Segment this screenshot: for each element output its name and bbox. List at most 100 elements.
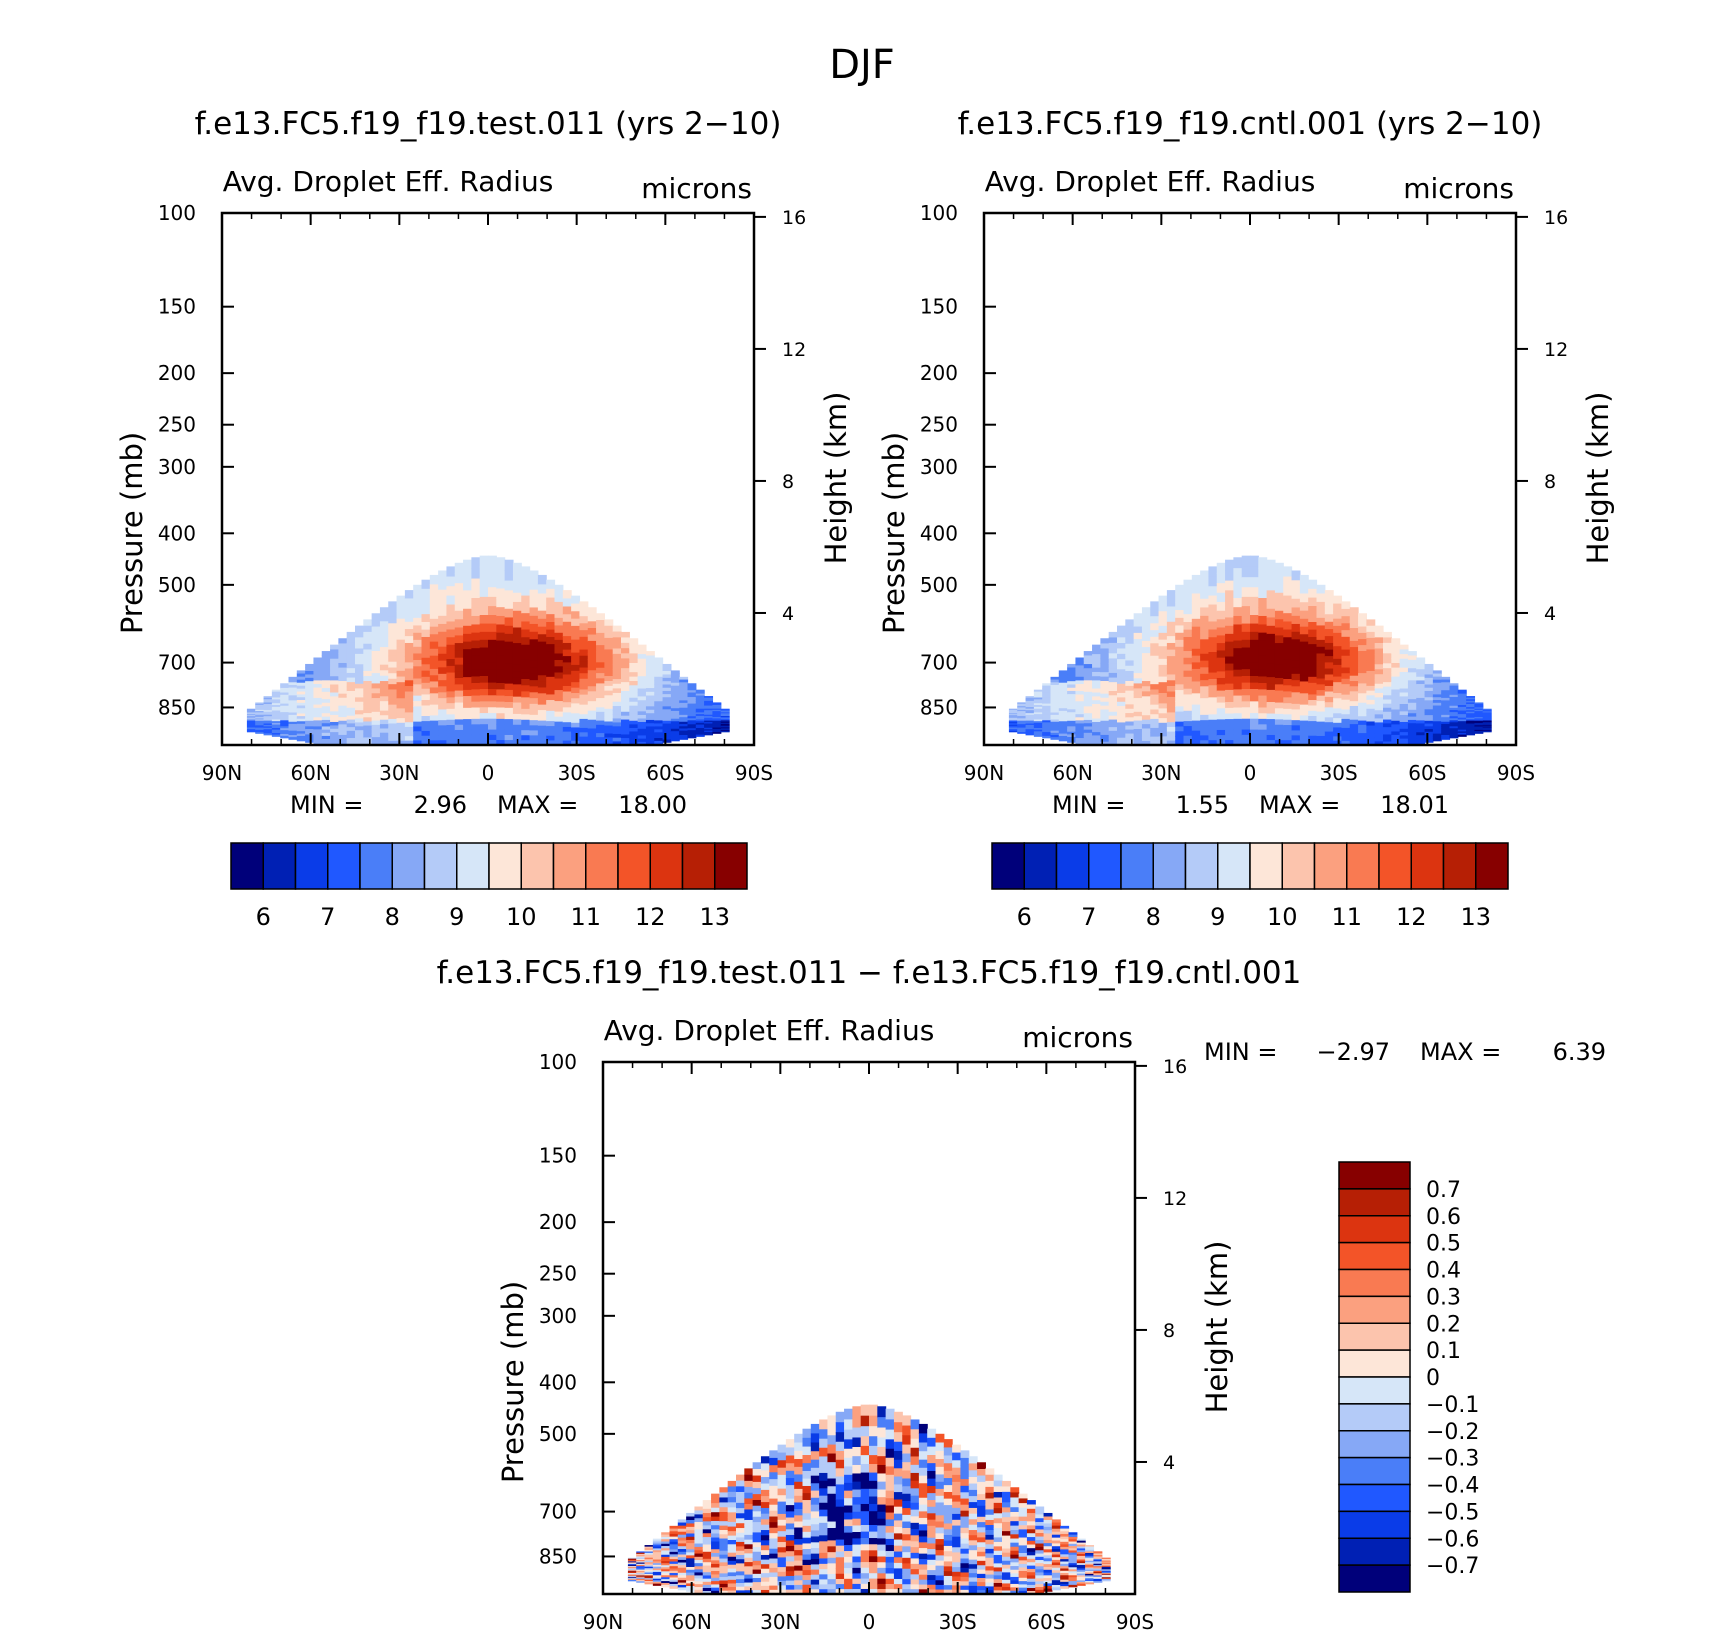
field-cell: [1233, 669, 1243, 678]
field-cell: [488, 577, 497, 588]
field-cell: [1308, 710, 1318, 717]
field-cell: [246, 726, 256, 729]
field-cell: [1308, 716, 1318, 722]
field-cell: [1108, 648, 1118, 654]
field-cell: [1008, 722, 1018, 724]
field-cell: [877, 1489, 887, 1498]
field-cell: [1026, 1548, 1036, 1553]
field-cell: [604, 676, 614, 682]
field-cell: [810, 1475, 820, 1484]
field-cell: [1482, 728, 1492, 730]
field-cell: [720, 721, 730, 723]
field-cell: [546, 588, 556, 599]
field-cell: [827, 1528, 837, 1535]
field-cell: [529, 673, 539, 681]
field-cell: [1308, 597, 1318, 607]
field-cell: [927, 1589, 937, 1595]
field-cell: [752, 1560, 762, 1566]
field-cell: [1076, 1555, 1086, 1559]
field-cell: [438, 580, 448, 591]
field-cell: [712, 720, 722, 723]
field-cell: [711, 1507, 720, 1513]
y-tick-label: 200: [158, 361, 196, 385]
field-cell: [1166, 606, 1176, 615]
field-cell: [396, 595, 406, 605]
field-cell: [346, 653, 356, 659]
field-cell: [727, 1568, 737, 1573]
field-cell: [1035, 1572, 1045, 1577]
field-cell: [546, 682, 556, 690]
field-cell: [488, 734, 497, 741]
field-cell: [704, 726, 714, 729]
field-cell: [604, 699, 614, 705]
field-cell: [968, 1463, 978, 1471]
field-cell: [918, 1589, 928, 1595]
field-cell: [885, 1573, 895, 1580]
field-cell: [288, 697, 298, 701]
field-cell: [1432, 718, 1442, 722]
field-cell: [1241, 662, 1251, 670]
field-cell: [952, 1513, 962, 1521]
field-cell: [677, 1540, 687, 1544]
field-cell: [1150, 723, 1160, 729]
field-cell: [1101, 1565, 1111, 1568]
field-cell: [960, 1567, 970, 1574]
field-cell: [1083, 699, 1093, 704]
field-cell: [827, 1534, 837, 1541]
colorbar-swatch: [262, 842, 297, 890]
field-cell: [935, 1565, 945, 1572]
field-cell: [1466, 697, 1476, 700]
field-cell: [852, 1538, 862, 1546]
field-cell: [1183, 735, 1193, 742]
field-cell: [421, 664, 431, 672]
field-cell: [769, 1522, 779, 1529]
field-cell: [719, 1492, 729, 1499]
field-cell: [1101, 1577, 1111, 1579]
field-cell: [687, 697, 697, 700]
field-cell: [669, 1541, 679, 1545]
field-cell: [421, 629, 431, 638]
field-cell: [554, 711, 564, 718]
field-cell: [654, 676, 664, 682]
field-cell: [1291, 607, 1301, 617]
field-cell: [977, 1556, 986, 1562]
field-cell: [421, 694, 431, 701]
field-cell: [652, 1578, 662, 1581]
field-cell: [1241, 718, 1251, 725]
field-cell: [727, 1507, 737, 1513]
field-cell: [612, 688, 622, 694]
field-cell: [1266, 740, 1276, 746]
field-cell: [1291, 660, 1301, 668]
field-cell: [687, 718, 697, 721]
field-cell: [1141, 728, 1151, 734]
field-cell: [952, 1460, 962, 1469]
field-cell: [263, 713, 273, 716]
field-cell: [712, 702, 722, 705]
field-cell: [1457, 724, 1467, 727]
field-cell: [512, 592, 522, 603]
field-cell: [388, 673, 398, 680]
field-cell: [1424, 663, 1434, 669]
field-cell: [968, 1519, 978, 1526]
field-cell: [1341, 616, 1351, 624]
field-cell: [246, 724, 256, 727]
field-cell: [313, 717, 323, 721]
field-cell: [587, 691, 597, 697]
field-cell: [404, 674, 414, 681]
field-cell: [1043, 1516, 1053, 1521]
field-cell: [769, 1498, 779, 1506]
field-cell: [744, 1562, 754, 1567]
field-cell: [968, 1564, 978, 1570]
field-cell: [1058, 731, 1068, 735]
field-cell: [305, 723, 315, 727]
field-cell: [255, 715, 265, 718]
field-cell: [794, 1555, 804, 1562]
field-cell: [396, 670, 406, 678]
field-cell: [1416, 735, 1426, 739]
field-cell: [1075, 740, 1085, 745]
colorbar-swatch: [1338, 1564, 1411, 1593]
field-cell: [1482, 722, 1492, 724]
field-cell: [877, 1456, 887, 1466]
field-cell: [760, 1585, 770, 1591]
field-cell: [943, 1529, 953, 1536]
